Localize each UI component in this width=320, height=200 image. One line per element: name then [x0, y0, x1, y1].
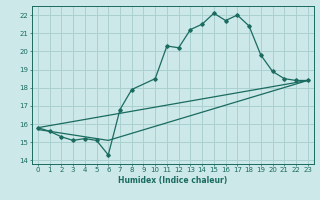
X-axis label: Humidex (Indice chaleur): Humidex (Indice chaleur) [118, 176, 228, 185]
